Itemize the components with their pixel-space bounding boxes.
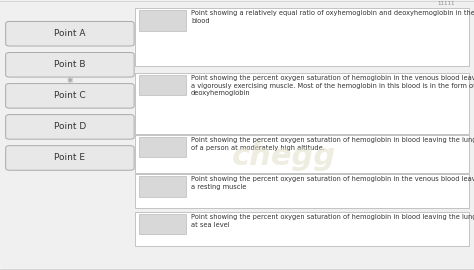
Bar — [135, 73, 469, 134]
Bar — [135, 8, 469, 66]
Bar — [139, 176, 186, 197]
FancyBboxPatch shape — [6, 146, 134, 170]
Text: Point showing the percent oxygen saturation of hemoglobin in blood leaving the l: Point showing the percent oxygen saturat… — [191, 214, 474, 228]
Text: chegg: chegg — [232, 142, 337, 171]
FancyBboxPatch shape — [6, 114, 134, 139]
Text: Point A: Point A — [54, 29, 86, 38]
Text: Point B: Point B — [54, 60, 86, 69]
Bar — [135, 174, 469, 208]
Bar — [139, 214, 186, 234]
Bar — [135, 212, 469, 246]
Bar — [139, 75, 186, 95]
Bar — [139, 137, 186, 157]
Text: Point showing the percent oxygen saturation of hemoglobin in the venous blood le: Point showing the percent oxygen saturat… — [191, 75, 474, 96]
FancyBboxPatch shape — [6, 52, 134, 77]
Text: Point C: Point C — [54, 91, 86, 100]
Text: Point D: Point D — [54, 122, 86, 131]
Bar — [135, 135, 469, 173]
Text: ✱: ✱ — [67, 76, 73, 85]
Bar — [139, 10, 186, 31]
Text: Point showing the percent oxygen saturation of hemoglobin in blood leaving the l: Point showing the percent oxygen saturat… — [191, 137, 474, 151]
FancyBboxPatch shape — [6, 84, 134, 108]
Text: 11111: 11111 — [438, 1, 455, 6]
Text: Point showing the percent oxygen saturation of hemoglobin in the venous blood le: Point showing the percent oxygen saturat… — [191, 176, 474, 190]
FancyBboxPatch shape — [6, 22, 134, 46]
Text: Point E: Point E — [55, 153, 85, 163]
Text: Point showing a relatively equal ratio of oxyhemoglobin and deoxyhemoglobin in t: Point showing a relatively equal ratio o… — [191, 10, 474, 24]
